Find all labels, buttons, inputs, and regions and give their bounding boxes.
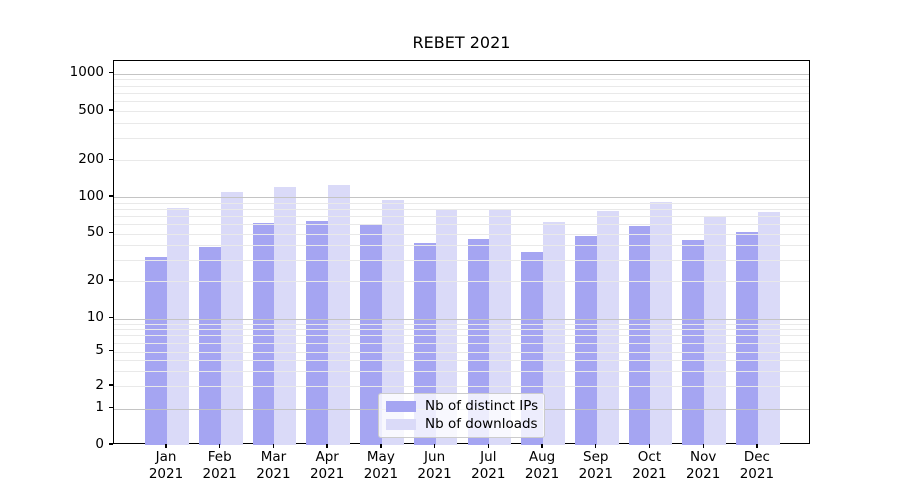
y-gridline-minor: [114, 323, 809, 325]
y-tick-label: 5: [95, 342, 104, 358]
y-tick-mark: [109, 316, 113, 319]
y-tick-mark: [109, 349, 113, 352]
legend-label-downloads: Nb of downloads: [425, 416, 538, 432]
x-tick-mark: [433, 444, 436, 448]
y-gridline-minor: [114, 335, 809, 337]
bar-distinct-ips: [198, 246, 221, 445]
y-gridline-minor: [114, 208, 809, 210]
y-tick-label: 200: [78, 150, 104, 167]
bar-distinct-ips: [252, 223, 275, 445]
y-gridline-minor: [114, 138, 809, 140]
legend-label-distinct-ips: Nb of distinct IPs: [425, 398, 539, 414]
bar-downloads: [274, 187, 297, 445]
bar-downloads: [167, 208, 189, 445]
y-gridline-minor: [114, 92, 809, 94]
x-tick-mark: [219, 444, 221, 448]
bar-downloads: [650, 201, 673, 445]
x-tick-label: Jul 2021: [471, 449, 506, 482]
x-tick-label: Feb 2021: [202, 449, 237, 482]
y-gridline-minor: [114, 79, 809, 81]
y-gridline-minor: [114, 281, 809, 282]
y-gridline-minor: [114, 111, 809, 112]
x-tick-mark: [272, 444, 275, 448]
y-gridline-minor: [114, 351, 809, 353]
legend-row-distinct-ips: Nb of distinct IPs: [386, 398, 539, 414]
y-gridline-minor: [114, 359, 809, 361]
y-tick-label: 2: [95, 376, 104, 393]
x-tick-label: Aug 2021: [524, 449, 560, 482]
y-tick-label: 20: [86, 271, 104, 288]
x-tick-label: Nov 2021: [686, 449, 721, 482]
y-gridline-major: [114, 318, 809, 320]
y-gridline-minor: [114, 85, 809, 87]
y-gridline-minor: [114, 123, 809, 124]
y-gridline-minor: [114, 202, 809, 204]
y-tick-mark: [109, 443, 113, 445]
y-gridline-minor: [114, 233, 809, 235]
y-gridline-minor: [114, 224, 809, 226]
y-gridline-minor: [114, 215, 809, 217]
y-gridline-minor: [114, 245, 809, 247]
y-tick-label: 0: [95, 435, 104, 452]
x-tick-label: Mar 2021: [256, 449, 291, 482]
plot-area: [113, 60, 810, 445]
bar-distinct-ips: [574, 235, 597, 445]
y-gridline-minor: [114, 342, 809, 344]
y-tick-label: 100: [78, 187, 104, 204]
x-tick-mark: [380, 444, 382, 448]
legend-swatch-distinct-ips: [386, 401, 416, 412]
y-tick-mark: [109, 232, 113, 234]
y-gridline-minor: [114, 160, 809, 162]
legend: Nb of distinct IPs Nb of downloads: [378, 393, 545, 438]
bar-distinct-ips: [682, 240, 705, 445]
bar-downloads: [220, 191, 243, 445]
y-gridline-minor: [114, 101, 809, 103]
y-tick-label: 10: [86, 309, 104, 325]
bar-distinct-ips: [306, 220, 329, 445]
y-tick-label: 1000: [69, 64, 104, 80]
x-tick-label: Sep 2021: [578, 449, 613, 482]
y-tick-mark: [109, 158, 113, 160]
y-tick-label: 50: [86, 224, 104, 241]
x-tick-mark: [326, 444, 328, 448]
x-tick-label: Apr 2021: [309, 449, 345, 482]
y-tick-mark: [109, 384, 113, 386]
x-tick-mark: [487, 444, 489, 448]
y-tick-mark: [109, 71, 113, 74]
y-tick-label: 500: [78, 101, 104, 118]
x-tick-label: Jan 2021: [148, 449, 184, 482]
y-tick-mark: [109, 279, 113, 281]
y-gridline-minor: [114, 370, 809, 372]
bar-downloads: [543, 222, 565, 445]
x-tick-mark: [595, 444, 597, 448]
y-tick-mark: [109, 406, 113, 409]
y-tick-label: 1: [95, 399, 104, 415]
bar-downloads: [328, 185, 350, 445]
x-tick-mark: [702, 444, 704, 448]
y-gridline-minor: [114, 329, 809, 331]
bar-distinct-ips: [145, 256, 167, 445]
x-tick-mark: [648, 444, 651, 448]
y-gridline-minor: [114, 386, 809, 387]
x-tick-label: May 2021: [363, 449, 399, 482]
x-tick-label: Oct 2021: [632, 449, 667, 482]
x-tick-label: Dec 2021: [739, 449, 775, 482]
y-gridline-major: [114, 197, 809, 198]
legend-swatch-downloads: [386, 419, 416, 430]
y-tick-mark: [109, 195, 113, 197]
bar-distinct-ips: [360, 224, 382, 445]
chart-title: REBET 2021: [412, 33, 511, 52]
y-tick-mark: [109, 109, 113, 111]
bar-distinct-ips: [736, 231, 758, 445]
x-tick-mark: [756, 444, 758, 448]
x-tick-label: Jun 2021: [417, 449, 452, 482]
x-tick-mark: [541, 444, 543, 448]
legend-row-downloads: Nb of downloads: [386, 416, 538, 432]
bar-downloads: [704, 217, 726, 445]
y-gridline-minor: [114, 260, 809, 262]
x-tick-mark: [165, 444, 167, 448]
bar-distinct-ips: [628, 225, 651, 445]
y-gridline-major: [114, 73, 809, 75]
